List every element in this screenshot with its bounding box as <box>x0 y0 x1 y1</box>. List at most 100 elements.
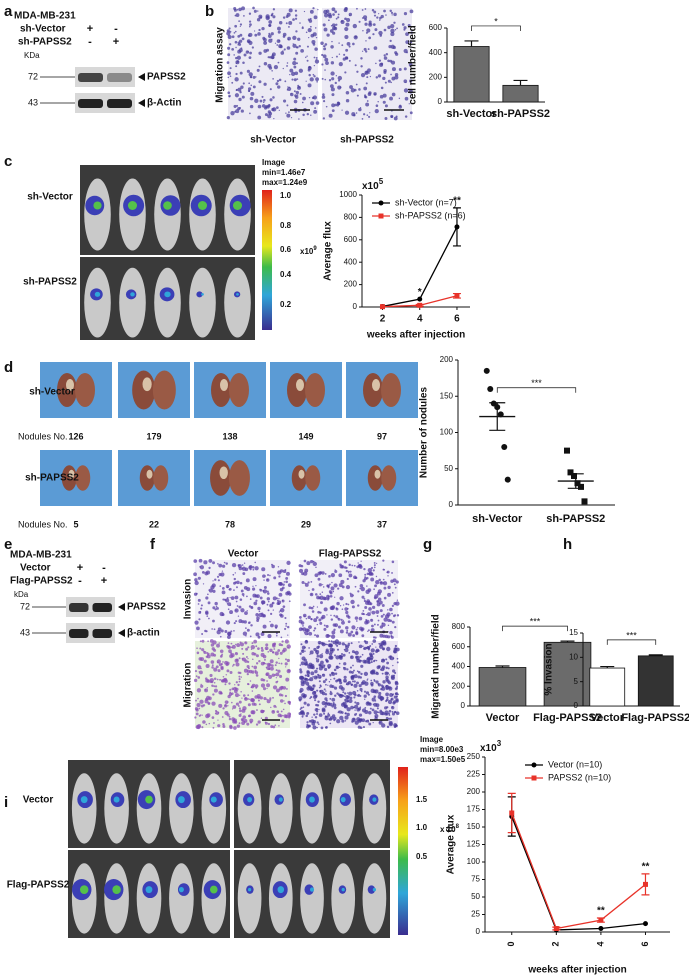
cell <box>229 67 232 70</box>
cell <box>298 68 304 73</box>
cell <box>245 647 249 651</box>
cell <box>256 18 261 22</box>
cell <box>240 676 242 678</box>
cell <box>286 644 291 649</box>
cell <box>312 725 317 730</box>
cell <box>252 593 257 598</box>
cell <box>229 610 233 615</box>
cell <box>355 83 358 86</box>
cell <box>387 585 391 590</box>
cell <box>229 604 232 606</box>
cell <box>253 639 258 644</box>
cell <box>259 16 263 19</box>
cell <box>334 10 338 14</box>
lung <box>153 465 169 491</box>
point <box>417 302 423 308</box>
cell <box>302 624 304 627</box>
cell <box>383 28 387 32</box>
cell <box>309 25 312 28</box>
cell <box>288 600 291 603</box>
cell <box>205 713 210 719</box>
cell <box>236 605 239 607</box>
signal-core <box>178 886 184 893</box>
cell <box>370 611 372 613</box>
cell <box>394 644 398 648</box>
cell <box>375 104 379 107</box>
cell <box>367 568 373 573</box>
cell <box>315 566 317 568</box>
cell <box>374 659 376 662</box>
cell <box>248 72 253 77</box>
cell <box>273 704 277 708</box>
cell <box>314 716 318 719</box>
cell <box>398 97 401 100</box>
cell <box>308 606 312 610</box>
cell <box>322 586 325 588</box>
cell <box>301 26 304 30</box>
cell <box>269 659 274 664</box>
cell <box>348 563 351 567</box>
cell <box>388 686 393 691</box>
cell <box>226 31 231 36</box>
cell <box>340 652 344 656</box>
cell <box>347 642 351 646</box>
label: 43 <box>20 627 30 637</box>
cell <box>270 612 273 615</box>
cell <box>406 51 409 54</box>
cell <box>247 646 250 649</box>
cell <box>323 27 328 32</box>
cell <box>317 700 320 703</box>
cell <box>366 679 369 681</box>
cell <box>336 719 341 724</box>
cell <box>364 22 368 26</box>
cell <box>225 620 231 625</box>
cell <box>299 668 302 671</box>
cell <box>332 590 335 593</box>
cell <box>210 660 215 664</box>
cell <box>350 683 353 686</box>
cell <box>235 72 238 76</box>
cell <box>382 680 386 684</box>
cell <box>235 13 240 18</box>
y-tick-label: 15 <box>569 628 578 637</box>
cell <box>377 665 381 669</box>
cell <box>381 672 384 675</box>
cell <box>333 26 338 31</box>
signal-core <box>340 796 346 803</box>
cell <box>216 659 221 664</box>
cell <box>238 619 243 624</box>
cell <box>246 722 250 726</box>
cell <box>376 599 380 603</box>
cell <box>308 647 310 649</box>
cell <box>236 55 241 60</box>
cell <box>282 32 287 37</box>
mouse <box>84 267 111 338</box>
x-tick-label: Vector <box>590 712 624 724</box>
cell <box>302 113 305 117</box>
cell <box>269 697 272 700</box>
cell <box>329 583 331 586</box>
cell <box>228 649 232 654</box>
cell <box>376 623 379 626</box>
cell <box>242 82 245 85</box>
cell <box>228 717 232 721</box>
cell <box>345 631 349 634</box>
cell <box>330 640 333 643</box>
cell <box>241 95 245 99</box>
cell <box>217 724 221 728</box>
cell <box>195 675 198 678</box>
cell <box>363 94 367 97</box>
cell <box>364 576 367 578</box>
cell <box>276 710 280 714</box>
cell <box>200 604 203 607</box>
cell <box>197 697 199 700</box>
cell <box>306 55 308 57</box>
cell <box>364 698 366 700</box>
cell <box>354 650 359 656</box>
cell <box>257 10 259 12</box>
cell <box>332 31 336 35</box>
cell <box>389 96 393 101</box>
cell <box>373 623 376 626</box>
cell <box>328 634 331 637</box>
label: sh-Vector <box>27 192 73 203</box>
